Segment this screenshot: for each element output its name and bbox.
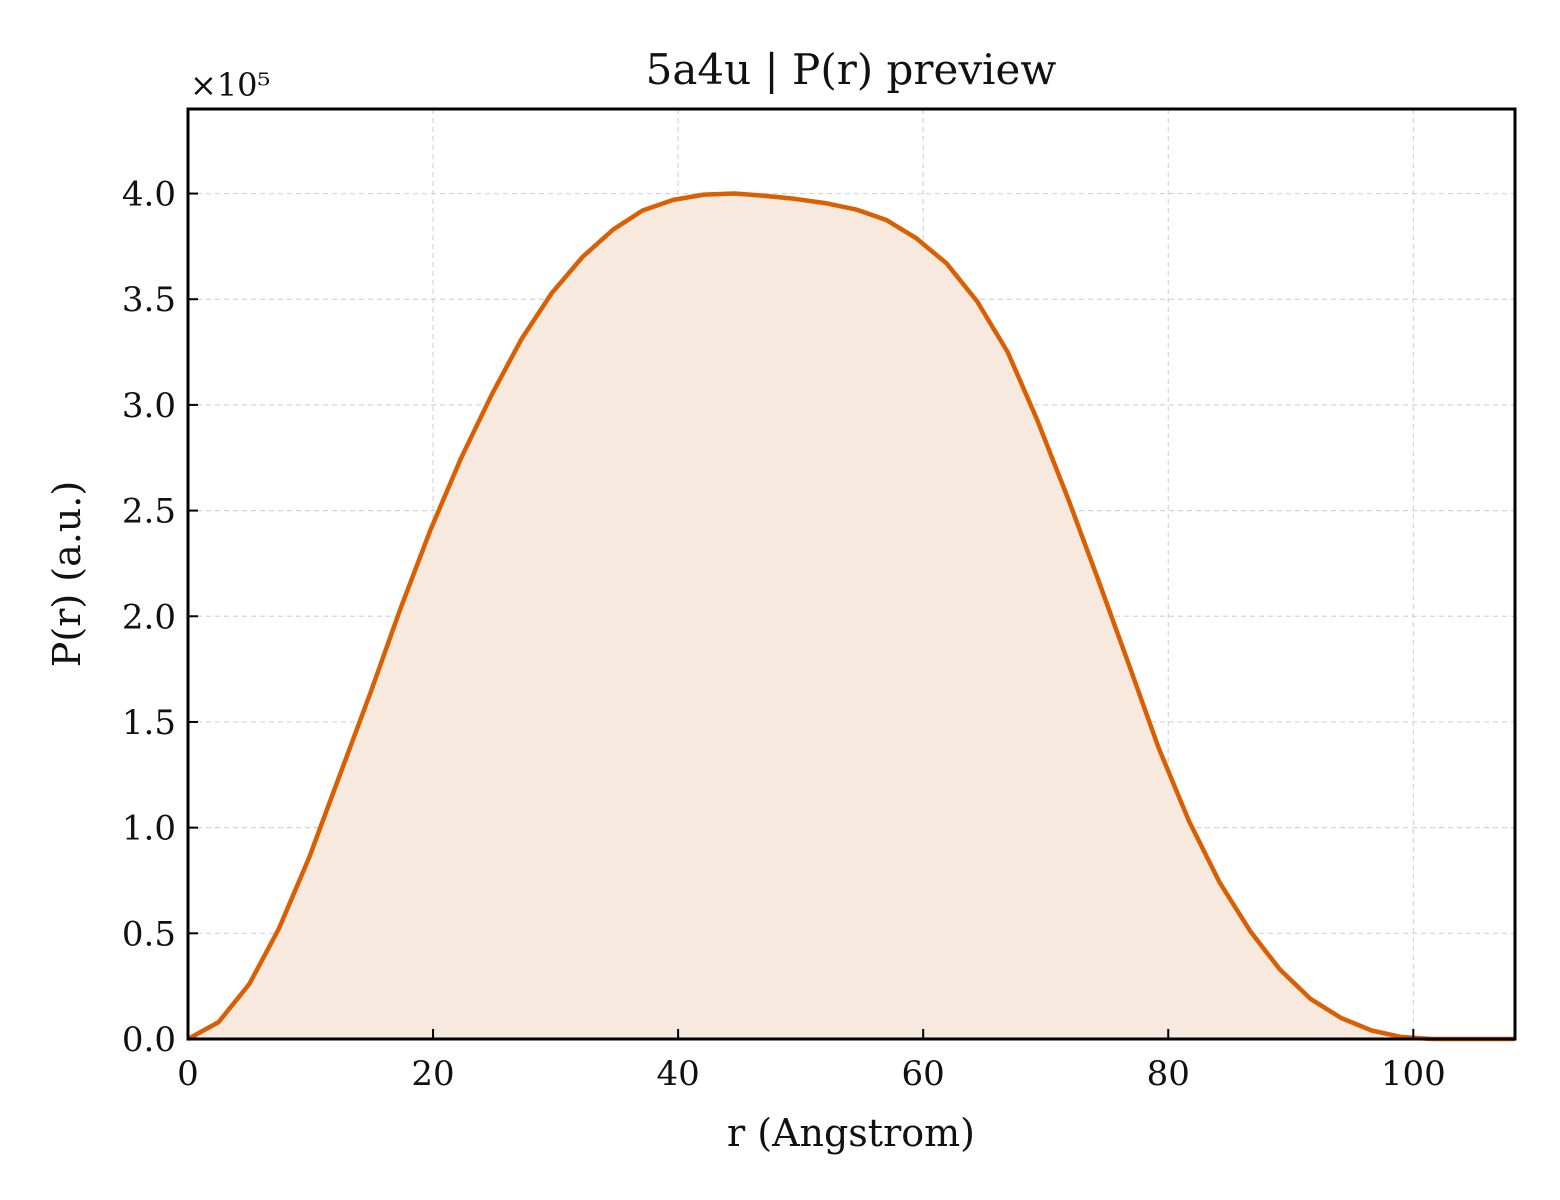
y-axis-label: P(r) (a.u.) — [45, 481, 89, 667]
y-tick-label: 0.0 — [122, 1020, 176, 1060]
chart-title: 5a4u | P(r) preview — [646, 45, 1057, 94]
x-tick-label: 0 — [177, 1054, 199, 1094]
y-tick-label: 4.0 — [122, 175, 176, 215]
y-tick-label: 3.0 — [122, 386, 176, 426]
y-tick-label: 2.0 — [122, 597, 176, 637]
x-axis-label: r (Angstrom) — [727, 1111, 975, 1155]
series-line — [186, 191, 1515, 1042]
x-tick-label: 100 — [1381, 1054, 1446, 1094]
axis-ticks: 0 20 40 60 80 100 0.0 0.5 1.0 1.5 2.0 2.5 3.0 3.5 4.0 — [122, 175, 1446, 1094]
y-tick-label: 2.5 — [122, 492, 176, 532]
y-tick-label: 1.0 — [122, 809, 176, 849]
area-fill — [188, 193, 1515, 1039]
plot-frame — [186, 107, 1517, 1041]
x-tick-label: 60 — [902, 1054, 945, 1094]
y-tick-label: 0.5 — [122, 914, 176, 954]
y-tick-label: 1.5 — [122, 703, 176, 743]
y-offset-label: ×10⁵ — [190, 66, 270, 104]
y-tick-label: 3.5 — [122, 280, 176, 320]
x-tick-label: 40 — [656, 1054, 699, 1094]
x-tick-label: 80 — [1147, 1054, 1190, 1094]
x-tick-label: 20 — [411, 1054, 454, 1094]
